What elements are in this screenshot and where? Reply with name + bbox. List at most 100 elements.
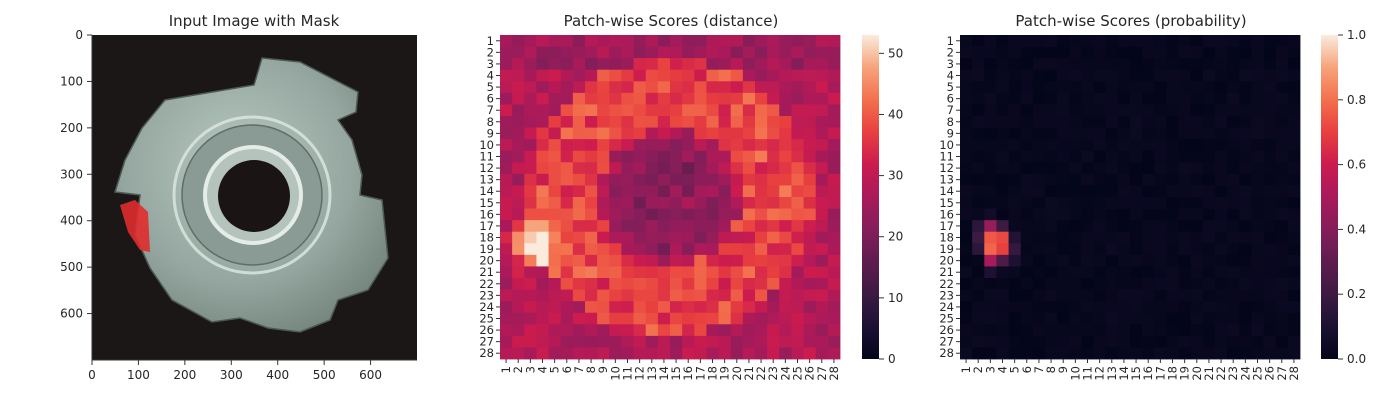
heatmap-cell [1251,69,1264,82]
heatmap-cell [512,243,525,256]
heatmap-cell [767,254,780,267]
heatmap-cell [803,150,817,163]
heatmap-cell [742,116,756,128]
heatmap-cell [1287,46,1301,59]
heatmap-cell [1215,104,1228,117]
heatmap-cell [609,208,622,221]
heatmap-cell [1215,208,1228,221]
heatmap-cell [597,81,610,94]
row-label: 19 [939,242,954,256]
row-label: 5 [487,80,494,94]
heatmap-cell [597,289,610,302]
heatmap-cell [1069,173,1082,186]
heatmap-cell [548,197,562,209]
heatmap-cell [1154,35,1167,47]
row-label: 15 [479,196,494,210]
heatmap-cell [1239,335,1252,348]
heatmap-cell [1275,324,1289,337]
heatmap-cell [1008,46,1022,59]
heatmap-cell [609,162,622,175]
heatmap-cell [984,278,997,290]
heatmap-cell [1166,231,1179,244]
heatmap-cell [560,312,574,325]
heatmap-cell [730,347,744,360]
heatmap-cell [1251,116,1264,128]
heatmap-cell [1251,220,1264,233]
heatmap-cell [1130,220,1143,233]
heatmap-cell [536,266,549,279]
heatmap-cell [1275,266,1289,279]
heatmap-cell [1057,116,1070,128]
heatmap-cell [536,197,549,209]
heatmap-cell [645,127,659,140]
heatmap-cell [1202,208,1216,221]
heatmap-cell [524,243,537,256]
heatmap-cell [500,185,513,198]
col-label: 22 [754,366,768,381]
heatmap-cell [755,289,768,302]
heatmap-cell [609,116,622,128]
heatmap-cell [996,266,1009,279]
heatmap-cell [1263,208,1277,221]
heatmap-cell [1020,335,1034,348]
heatmap-cell [1287,69,1301,82]
heatmap-cell [960,220,973,233]
heatmap-cell [791,243,804,256]
heatmap-cell [1215,162,1228,175]
heatmap-cell [585,173,598,186]
heatmap-cell [572,185,586,198]
heatmap-cell [609,197,622,209]
heatmap-cell [1130,81,1143,94]
heatmap-cell [779,335,792,348]
row-label: 1 [487,34,494,48]
distance-col-labels: 1234567891011121314151617181920212223242… [499,359,841,381]
image-x-tick-label: 200 [173,368,196,382]
heatmap-cell [548,278,562,290]
heatmap-cell [1020,254,1034,267]
heatmap-cell [1069,324,1082,337]
heatmap-cell [960,312,973,325]
heatmap-cell [670,301,683,314]
heatmap-cell [1093,162,1107,175]
heatmap-cell [500,289,513,302]
heatmap-cell [1263,301,1277,314]
heatmap-cell [1008,173,1022,186]
heatmap-cell [1239,301,1252,314]
col-label: 13 [645,366,659,381]
col-label: 14 [657,366,671,381]
heatmap-cell [1275,35,1289,47]
heatmap-cell [779,278,792,290]
heatmap-cell [1057,254,1070,267]
heatmap-cell [1227,116,1240,128]
heatmap-cell [755,69,768,82]
heatmap-cell [972,254,985,267]
row-label: 10 [479,138,494,152]
colorbar-tick-label: 0 [888,352,896,366]
heatmap-cell [1202,289,1216,302]
heatmap-cell [1020,69,1034,82]
heatmap-cell [767,278,780,290]
heatmap-cell [960,69,973,82]
row-label: 2 [947,45,954,59]
heatmap-cell [803,139,817,152]
heatmap-cell [1032,116,1046,128]
heatmap-cell [960,301,973,314]
heatmap-cell [536,104,549,117]
heatmap-cell [815,92,829,105]
heatmap-cell [694,116,707,128]
heatmap-cell [984,301,997,314]
heatmap-cell [1105,347,1119,360]
heatmap-cell [694,150,707,163]
heatmap-cell [560,243,574,256]
heatmap-cell [791,347,804,360]
heatmap-cell [984,185,997,198]
heatmap-cell [1105,162,1119,175]
heatmap-cell [779,92,792,105]
heatmap-cell [633,324,647,337]
heatmap-cell [560,116,574,128]
heatmap-cell [1142,301,1155,314]
heatmap-cell [755,139,768,152]
heatmap-cell [524,69,537,82]
heatmap-cell [815,312,829,325]
col-label: 9 [596,366,610,373]
